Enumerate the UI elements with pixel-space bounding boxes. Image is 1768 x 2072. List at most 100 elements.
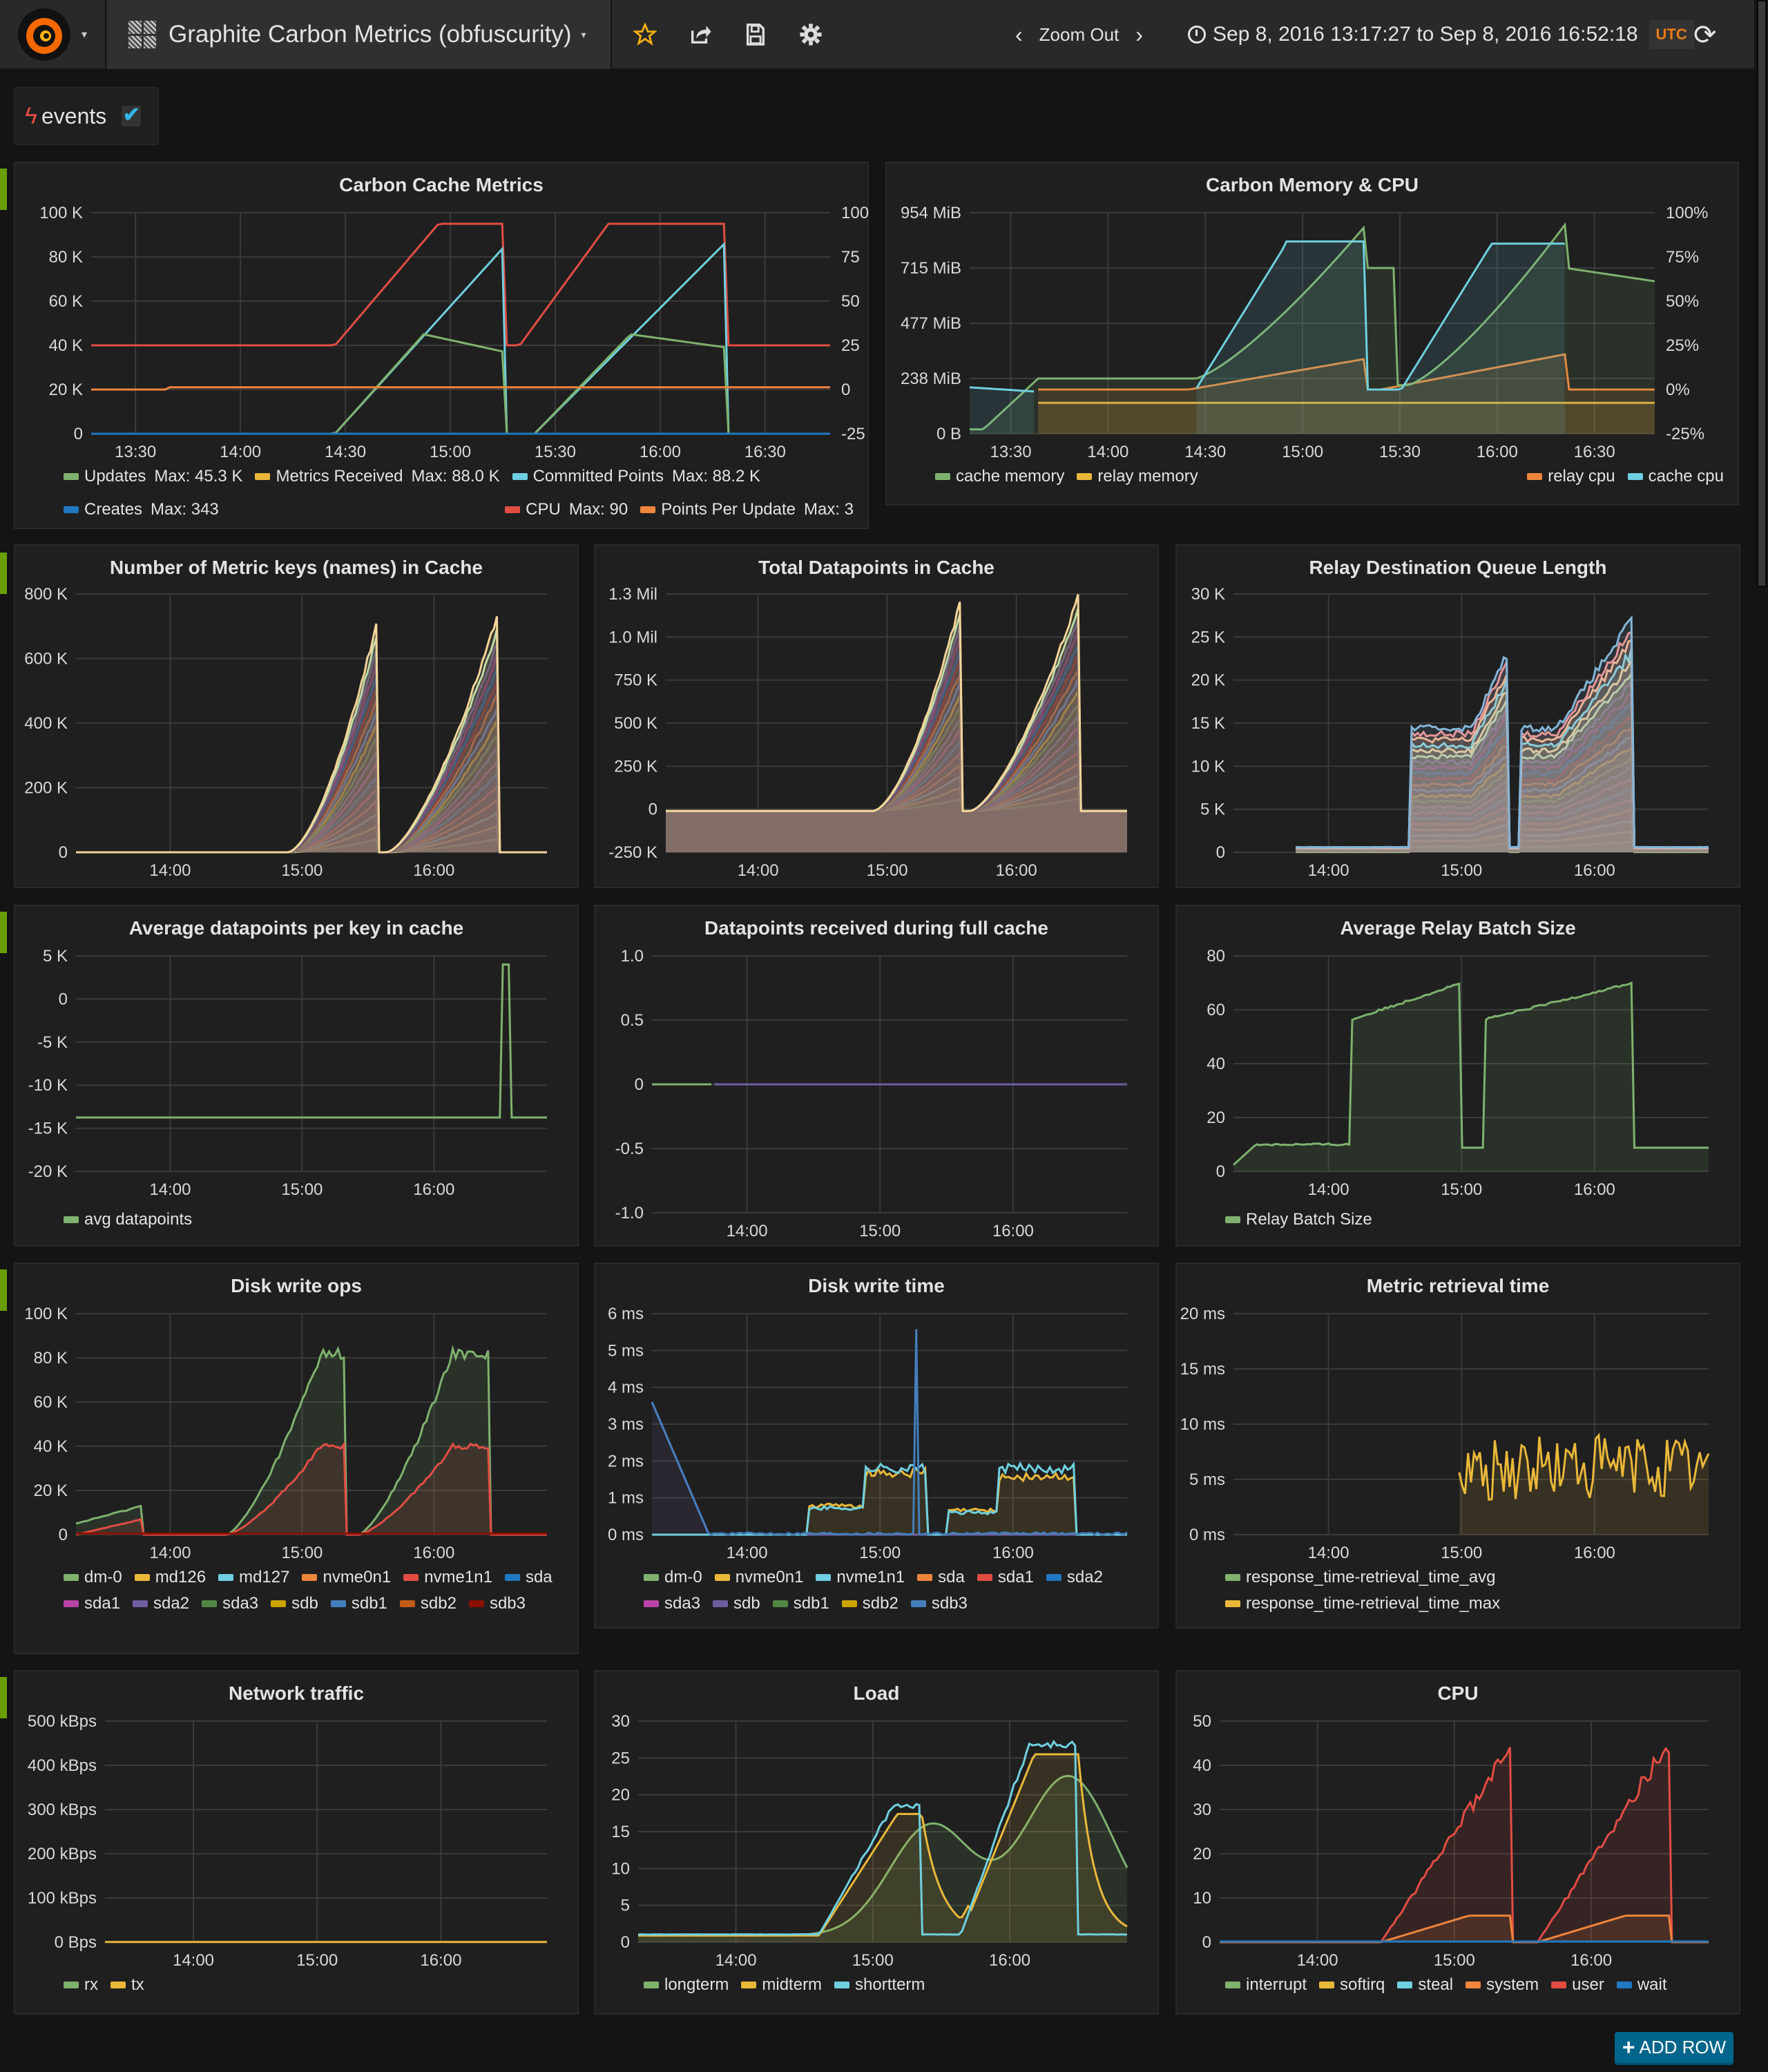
row-collapse-handle[interactable]: [0, 553, 7, 594]
legend-item[interactable]: sdb1: [330, 1594, 387, 1613]
legend-item[interactable]: tx: [110, 1975, 144, 1995]
legend-item[interactable]: rx: [64, 1975, 98, 1995]
scrollbar[interactable]: [1757, 0, 1767, 587]
legend-item[interactable]: response_time-retrieval_time_max: [1225, 1594, 1500, 1613]
panel-title[interactable]: Relay Destination Queue Length: [1309, 557, 1607, 578]
settings-button[interactable]: [797, 21, 825, 48]
legend-item[interactable]: dm-0: [644, 1568, 702, 1587]
legend-item[interactable]: sdb: [713, 1594, 760, 1613]
legend-item[interactable]: user: [1551, 1975, 1604, 1995]
legend-item[interactable]: sdb1: [772, 1594, 829, 1613]
graph-canvas[interactable]: 30 K 25 K 20 K 15 K 10 K 5 K 0 14:00 15:00 16:00: [1177, 546, 1742, 890]
panel-title[interactable]: Load: [853, 1682, 900, 1704]
legend-item[interactable]: sda1: [977, 1568, 1034, 1587]
legend-item[interactable]: Committed Points Max: 88.2 K: [512, 467, 760, 486]
legend-item[interactable]: sdb2: [399, 1594, 457, 1613]
panel-title[interactable]: Carbon Cache Metrics: [339, 174, 544, 195]
panel-title[interactable]: Disk write ops: [231, 1275, 362, 1296]
panel-title[interactable]: Carbon Memory & CPU: [1205, 174, 1419, 195]
share-button[interactable]: [686, 21, 714, 48]
legend-item[interactable]: nvme0n1: [714, 1568, 803, 1587]
legend-item[interactable]: longterm: [644, 1975, 729, 1995]
legend-item[interactable]: nvme1n1: [816, 1568, 905, 1587]
panel-title[interactable]: Average Relay Batch Size: [1340, 917, 1576, 939]
legend-item[interactable]: relay memory: [1077, 467, 1198, 486]
legend-item[interactable]: Updates Max: 45.3 K: [64, 467, 242, 486]
panel-title[interactable]: Disk write time: [808, 1275, 945, 1296]
legend-item[interactable]: sda2: [133, 1594, 189, 1613]
legend-item[interactable]: sda: [504, 1568, 552, 1587]
graph-canvas[interactable]: 80 60 40 20 0 14:00 15:00 16:00: [1177, 906, 1742, 1248]
legend-item[interactable]: sda1: [64, 1594, 120, 1613]
panel-network[interactable]: Network traffic 500 kBps 400 kBps 300 kBps 2…: [14, 1670, 579, 2015]
graph-canvas[interactable]: 100 K 80 K 60 K 40 K 20 K 0 14:00 15:00 16:00: [15, 1264, 580, 1656]
legend-item[interactable]: shortterm: [834, 1975, 925, 1995]
legend-item[interactable]: sdb3: [468, 1594, 526, 1613]
panel-relay-batch[interactable]: Average Relay Batch Size 80 60 40 20 0 14:00 15…: [1175, 905, 1740, 1247]
legend-item[interactable]: Metrics Received Max: 88.0 K: [255, 467, 500, 486]
graph-canvas[interactable]: 20 ms 15 ms 10 ms 5 ms 0 ms 14:00 15:00 16:00: [1177, 1264, 1742, 1630]
annotation-checkbox[interactable]: ✔: [122, 104, 142, 126]
legend-item[interactable]: wait: [1616, 1975, 1667, 1995]
legend-item[interactable]: sda2: [1046, 1568, 1103, 1587]
legend-item[interactable]: interrupt: [1225, 1975, 1307, 1995]
panel-dp-full[interactable]: Datapoints received during full cache 1.0…: [594, 905, 1159, 1247]
graph-canvas[interactable]: 30 25 20 15 10 5 0 14:00 15:00 16:00: [595, 1671, 1160, 2016]
graph-canvas[interactable]: 100 K 80 K 60 K 40 K 20 K 0 100 75 50 25 0 -25 13:30…: [15, 163, 870, 530]
row-collapse-handle[interactable]: [0, 1677, 7, 1718]
panel-title[interactable]: Datapoints received during full cache: [704, 917, 1048, 939]
graph-canvas[interactable]: 954 MiB 715 MiB 477 MiB 238 MiB 0 B 100% 75% 50…: [887, 163, 1740, 507]
panel-disk-time[interactable]: Disk write time 6 ms 5 ms 4 ms 3 ms 2 ms 1 ms 0…: [594, 1263, 1159, 1629]
row-collapse-handle[interactable]: [0, 912, 7, 953]
refresh-icon[interactable]: ⟳: [1693, 20, 1717, 50]
legend-item[interactable]: sda3: [202, 1594, 258, 1613]
chevron-left-icon[interactable]: ‹: [1015, 21, 1023, 47]
panel-title[interactable]: CPU: [1437, 1682, 1479, 1704]
row-collapse-handle[interactable]: [0, 1269, 7, 1311]
graph-canvas[interactable]: 6 ms 5 ms 4 ms 3 ms 2 ms 1 ms 0 ms 14:00 15:00 16…: [595, 1264, 1160, 1630]
chevron-right-icon[interactable]: ›: [1135, 21, 1143, 47]
panel-title[interactable]: Total Datapoints in Cache: [758, 557, 995, 578]
grafana-menu-button[interactable]: ▾: [0, 0, 106, 69]
time-range-picker[interactable]: Sep 8, 2016 13:17:27 to Sep 8, 2016 16:5…: [1188, 0, 1694, 69]
panel-title[interactable]: Metric retrieval time: [1366, 1275, 1550, 1296]
panel-carbon-cache[interactable]: Carbon Cache Metrics 100 K 80 K 60 K 40 K 20 …: [14, 162, 869, 529]
graph-canvas[interactable]: 1.0 0.5 0 -0.5 -1.0 14:00 15:00 16:00: [595, 906, 1160, 1248]
legend-item[interactable]: relay cpu: [1527, 467, 1615, 486]
panel-disk-ops[interactable]: Disk write ops 100 K 80 K 60 K 40 K 20 K 0 14:0…: [14, 1263, 579, 1654]
graph-canvas[interactable]: 50 40 30 20 10 0 14:00 15:00 16:00: [1177, 1671, 1742, 2016]
row-collapse-handle[interactable]: [0, 169, 7, 210]
graph-canvas[interactable]: 1.3 Mil 1.0 Mil 750 K 500 K 250 K 0 -250 K 14:0…: [595, 546, 1160, 890]
add-row-button[interactable]: + ADD ROW: [1615, 2032, 1733, 2065]
panel-carbon-mem[interactable]: Carbon Memory & CPU 954 MiB 715 MiB 477 MiB…: [885, 162, 1739, 506]
legend-item[interactable]: Relay Batch Size: [1225, 1210, 1372, 1229]
panel-title[interactable]: Network traffic: [228, 1682, 365, 1704]
panel-title[interactable]: Number of Metric keys (names) in Cache: [110, 557, 483, 578]
legend-item[interactable]: sdb: [271, 1594, 318, 1613]
legend-item[interactable]: sdb3: [910, 1594, 968, 1613]
legend-item[interactable]: system: [1466, 1975, 1539, 1995]
legend-item[interactable]: Points Per Update Max: 3: [640, 500, 854, 519]
legend-item[interactable]: response_time-retrieval_time_avg: [1225, 1568, 1496, 1587]
legend-item[interactable]: avg datapoints: [64, 1210, 192, 1229]
panel-title[interactable]: Average datapoints per key in cache: [128, 917, 464, 939]
panel-avg-dp[interactable]: Average datapoints per key in cache 5 K 0 -…: [14, 905, 579, 1247]
legend-item[interactable]: md126: [134, 1568, 206, 1587]
graph-canvas[interactable]: 500 kBps 400 kBps 300 kBps 200 kBps 100 kBps…: [15, 1671, 580, 2016]
legend-item[interactable]: CPU Max: 90: [505, 500, 628, 519]
legend-item[interactable]: cache memory: [935, 467, 1064, 486]
dashboard-picker[interactable]: Graphite Carbon Metrics (obfuscurity) ▾: [108, 0, 612, 69]
graph-canvas[interactable]: 800 K 600 K 400 K 200 K 0 14:00 15:00 16:00: [15, 546, 580, 890]
legend-item[interactable]: sda3: [644, 1594, 700, 1613]
legend-item[interactable]: sda: [917, 1568, 965, 1587]
panel-cpu[interactable]: CPU 50 40 30 20 10 0 14:00 15:00 16:00 interrupt so…: [1175, 1670, 1740, 2015]
panel-retrieval[interactable]: Metric retrieval time 20 ms 15 ms 10 ms 5 ms…: [1175, 1263, 1740, 1629]
legend-item[interactable]: md127: [218, 1568, 289, 1587]
star-button[interactable]: [631, 21, 659, 48]
legend-item[interactable]: Creates Max: 343: [64, 500, 219, 519]
legend-item[interactable]: nvme1n1: [403, 1568, 492, 1587]
panel-load[interactable]: Load 30 25 20 15 10 5 0 14:00 15:00 16:00 longterm m…: [594, 1670, 1159, 2015]
graph-canvas[interactable]: 5 K 0 -5 K -10 K -15 K -20 K 14:00 15:00 16:00: [15, 906, 580, 1248]
legend-item[interactable]: cache cpu: [1627, 467, 1724, 486]
panel-metric-keys[interactable]: Number of Metric keys (names) in Cache 80…: [14, 544, 579, 888]
